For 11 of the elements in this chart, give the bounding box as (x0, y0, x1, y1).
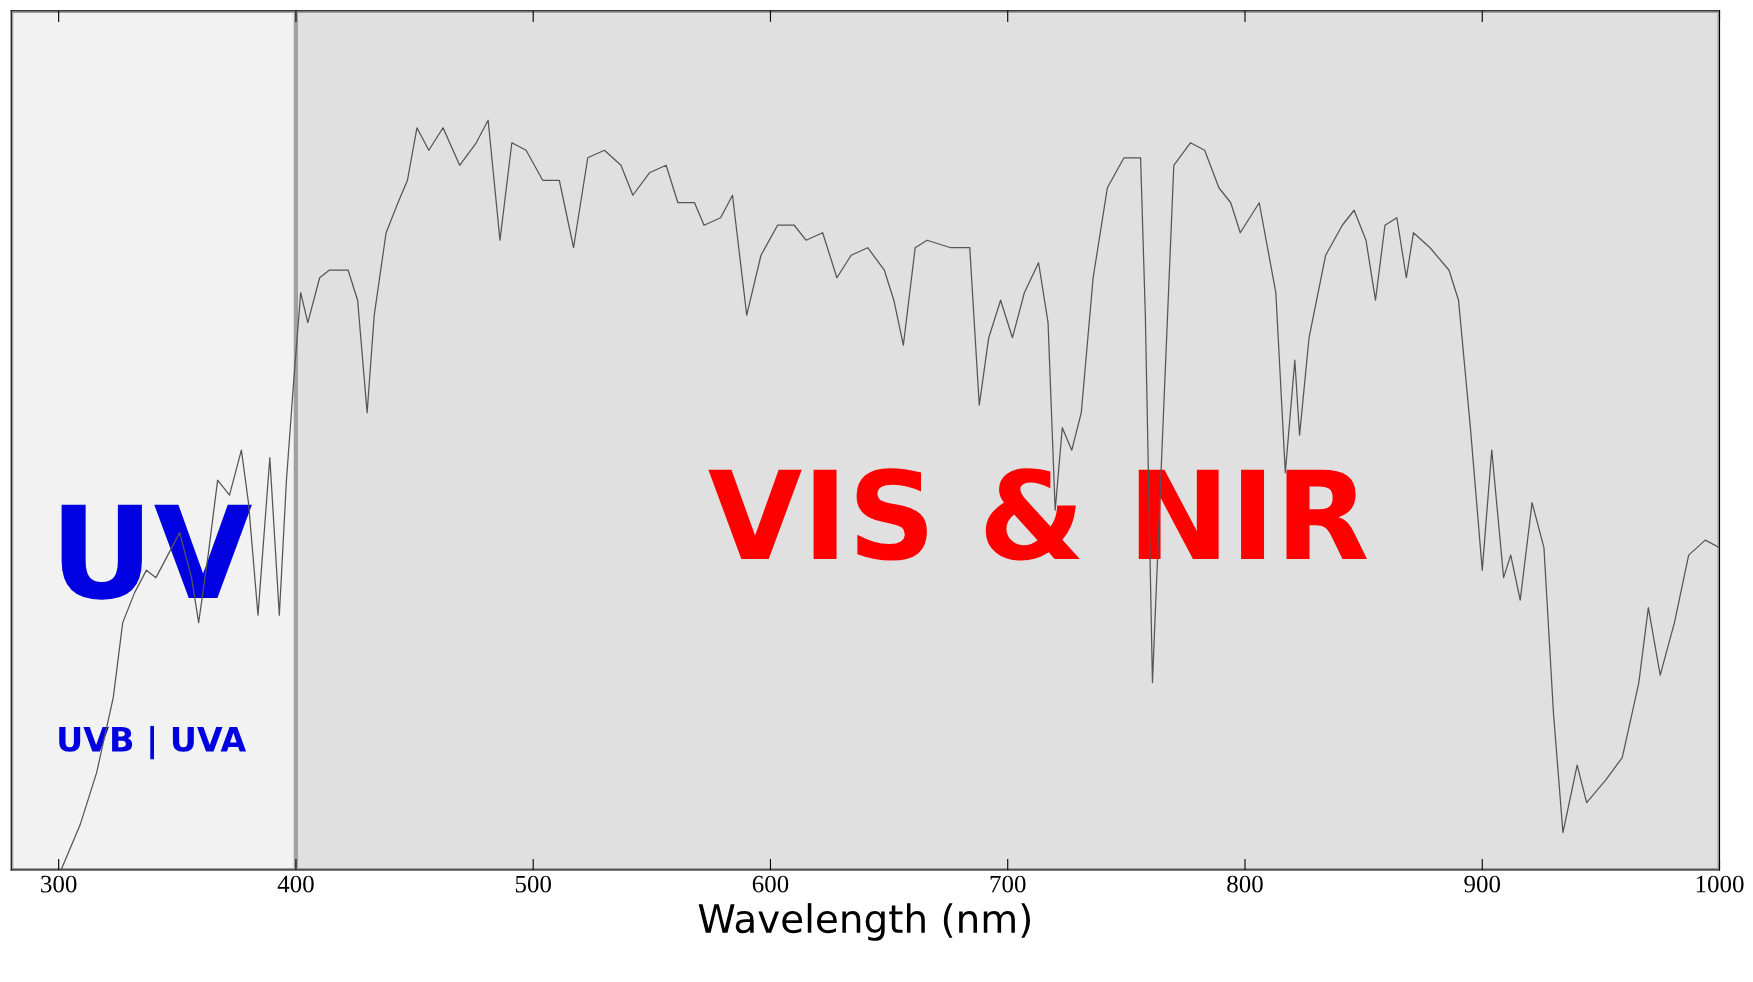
x-tick-label: 800 (1227, 875, 1263, 893)
annotation: UVB | UVA (59, 725, 247, 760)
x-tick-label: 600 (752, 875, 789, 893)
band-label: VIS & NIR (708, 468, 1367, 561)
x-tick-label: 900 (1464, 875, 1501, 893)
x-axis-title: Wavelength (nm) (698, 903, 1030, 941)
x-tick-label: 400 (277, 875, 314, 893)
x-tick-label: 300 (41, 875, 77, 893)
x-tick-label: 500 (515, 875, 551, 893)
x-tick-label: 700 (990, 875, 1026, 893)
x-tick-label: 1000 (1696, 875, 1744, 893)
